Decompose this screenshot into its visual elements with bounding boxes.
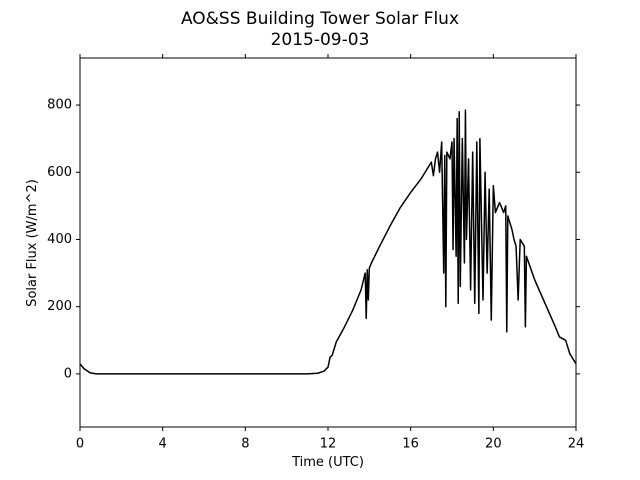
- y-axis-label: Solar Flux (W/m^2): [25, 179, 40, 307]
- x-tick-label: 20: [485, 437, 502, 452]
- x-tick-label: 4: [159, 437, 167, 452]
- x-tick-label: 24: [568, 437, 585, 452]
- y-tick-label: 200: [47, 299, 72, 314]
- x-tick-label: 0: [76, 437, 84, 452]
- x-axis-label: Time (UTC): [291, 455, 364, 470]
- line-series: [79, 109, 577, 375]
- x-tick-label: 8: [241, 437, 249, 452]
- x-tick-label: 12: [320, 437, 337, 452]
- y-tick-label: 0: [64, 366, 72, 381]
- chart-subtitle: 2015-09-03: [271, 30, 370, 50]
- y-tick-label: 800: [47, 98, 72, 113]
- x-tick-label: 16: [402, 437, 419, 452]
- y-tick-label: 600: [47, 165, 72, 180]
- y-tick-label: 400: [47, 232, 72, 247]
- chart-title: AO&SS Building Tower Solar Flux: [181, 9, 459, 29]
